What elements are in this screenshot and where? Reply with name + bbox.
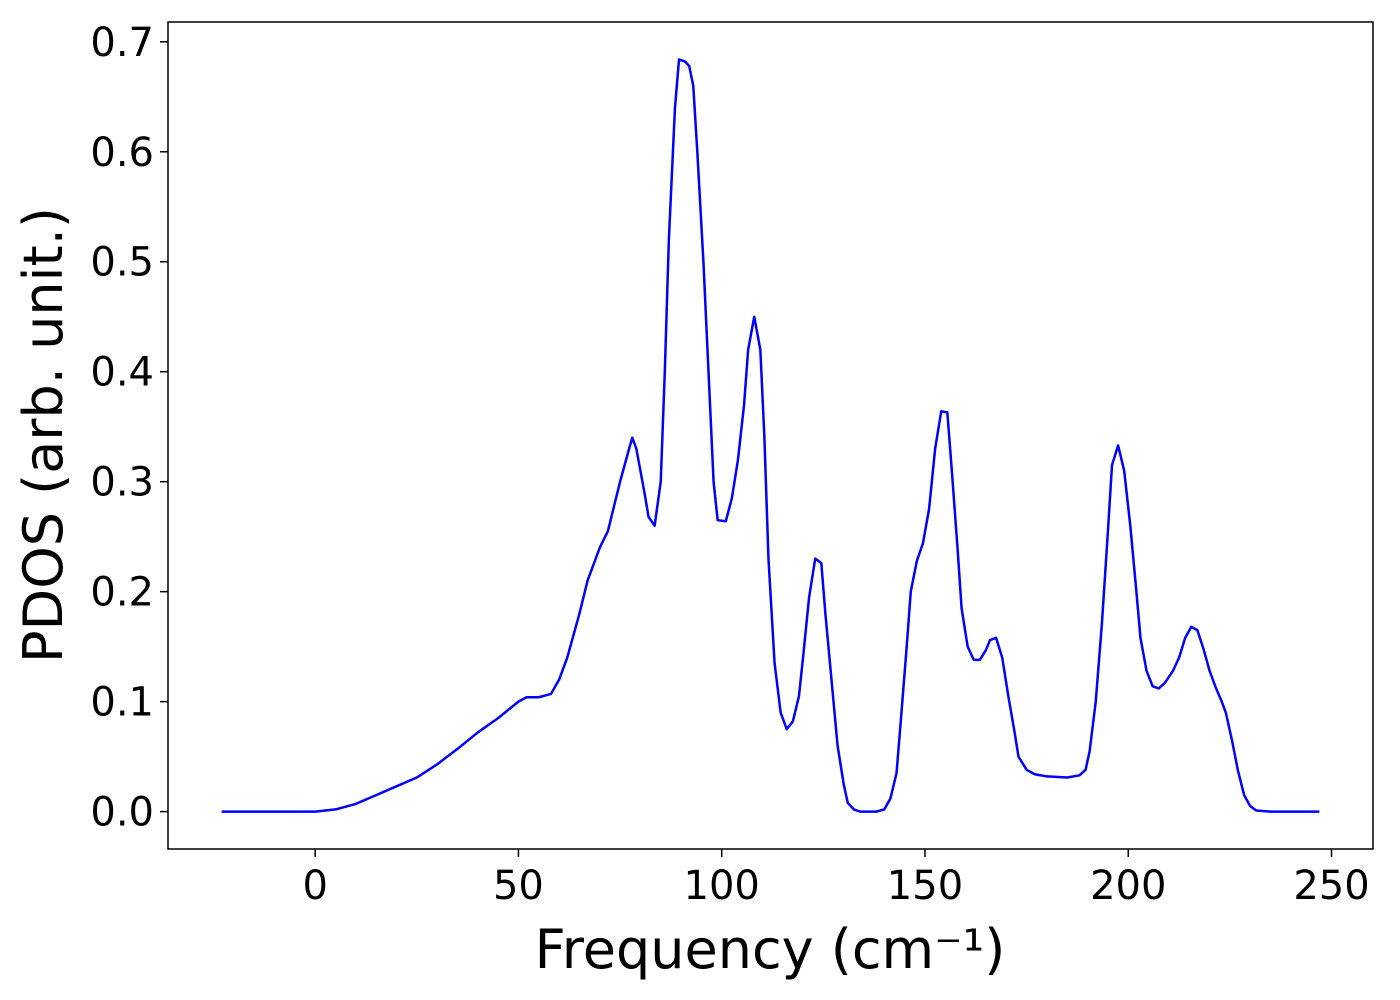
x-tick-label: 0 <box>302 863 327 909</box>
y-tick-label: 0.2 <box>90 570 154 616</box>
y-tick-label: 0.4 <box>90 350 154 396</box>
x-tick-label: 50 <box>493 863 544 909</box>
y-tick-label: 0.3 <box>90 460 154 506</box>
y-tick-label: 0.7 <box>90 20 154 66</box>
plot-frame <box>167 21 1374 850</box>
y-axis-label: PDOS (arb. unit.) <box>12 207 75 663</box>
data-line <box>221 58 1320 813</box>
x-axis-label: Frequency (cm⁻¹) <box>535 918 1006 981</box>
y-tick-label: 0.0 <box>90 790 154 836</box>
y-tick-label: 0.1 <box>90 680 154 726</box>
x-tick-label: 150 <box>887 863 963 909</box>
y-tick-label: 0.6 <box>90 130 154 176</box>
y-tick-label: 0.5 <box>90 240 154 286</box>
x-tick-label: 200 <box>1090 863 1166 909</box>
x-tick-label: 250 <box>1293 863 1369 909</box>
x-tick-label: 100 <box>684 863 760 909</box>
